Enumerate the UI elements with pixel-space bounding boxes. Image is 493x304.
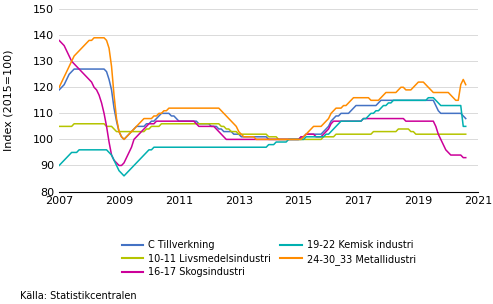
Text: Källa: Statistikcentralen: Källa: Statistikcentralen (20, 291, 137, 301)
Legend: C Tillverkning, 10-11 Livsmedelsindustri, 16-17 Skogsindustri, 19-22 Kemisk indu: C Tillverkning, 10-11 Livsmedelsindustri… (118, 237, 420, 282)
Y-axis label: Index (2015=100): Index (2015=100) (3, 50, 13, 151)
